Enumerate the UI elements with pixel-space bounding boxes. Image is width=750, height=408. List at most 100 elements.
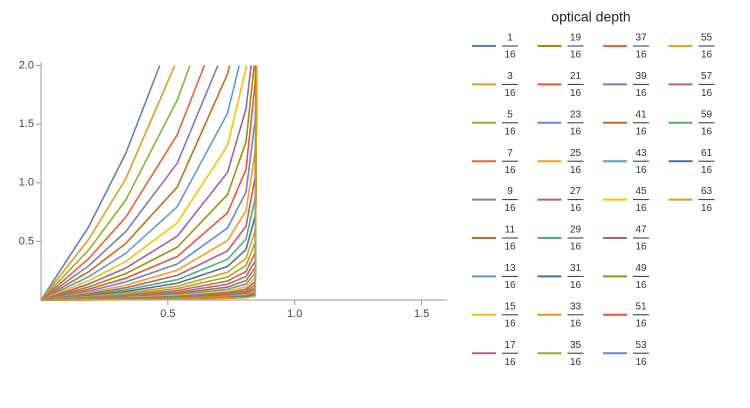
legend-numerator: 13: [504, 263, 516, 274]
legend-denominator: 16: [701, 50, 713, 61]
legend-denominator: 16: [635, 203, 647, 214]
x-tick-label: 0.5: [160, 308, 175, 320]
legend-denominator: 16: [570, 242, 582, 253]
legend-denominator: 16: [570, 318, 582, 329]
legend-numerator: 21: [570, 71, 582, 82]
legend-numerator: 23: [570, 109, 582, 120]
legend-denominator: 16: [504, 165, 516, 176]
series-line: [40, 65, 231, 301]
series-line: [40, 65, 252, 301]
series-line: [40, 65, 219, 301]
legend-denominator: 16: [504, 357, 516, 368]
legend-denominator: 16: [504, 126, 516, 137]
legend-numerator: 15: [504, 301, 516, 312]
legend-numerator: 9: [507, 186, 513, 197]
legend-denominator: 16: [570, 203, 582, 214]
legend-numerator: 29: [570, 225, 582, 236]
x-tick-label: 1.0: [287, 308, 302, 320]
series-line: [40, 65, 176, 301]
series-line: [40, 65, 258, 301]
series-line: [40, 65, 258, 301]
series-line: [40, 65, 258, 301]
legend-denominator: 16: [635, 88, 647, 99]
y-tick-label: 1.0: [19, 177, 34, 189]
series-line: [40, 65, 258, 301]
series-line: [40, 65, 258, 301]
legend-numerator: 3: [507, 71, 513, 82]
series-line: [40, 65, 258, 301]
legend-denominator: 16: [570, 280, 582, 291]
series-line: [40, 65, 240, 301]
legend-denominator: 16: [504, 242, 516, 253]
legend-denominator: 16: [504, 318, 516, 329]
legend-denominator: 16: [635, 318, 647, 329]
legend-numerator: 51: [635, 301, 647, 312]
legend-denominator: 16: [635, 165, 647, 176]
legend-denominator: 16: [635, 242, 647, 253]
series-line: [40, 65, 257, 301]
legend-numerator: 41: [635, 109, 647, 120]
x-tick-label: 1.5: [414, 308, 429, 320]
legend-numerator: 47: [635, 225, 647, 236]
legend-denominator: 16: [570, 88, 582, 99]
legend-numerator: 45: [635, 186, 647, 197]
legend-denominator: 16: [570, 165, 582, 176]
y-tick-label: 2.0: [19, 59, 34, 71]
legend-denominator: 16: [504, 203, 516, 214]
series-line: [40, 65, 258, 301]
legend-numerator: 31: [570, 263, 582, 274]
legend-denominator: 16: [635, 126, 647, 137]
legend-denominator: 16: [570, 357, 582, 368]
legend-denominator: 16: [570, 50, 582, 61]
series-line: [40, 65, 248, 301]
series-line: [40, 65, 255, 301]
y-tick-label: 1.5: [19, 118, 34, 130]
legend-denominator: 16: [701, 126, 713, 137]
series-line: [40, 65, 258, 301]
legend-numerator: 27: [570, 186, 582, 197]
series-line: [40, 65, 161, 301]
series-line: [40, 65, 206, 301]
series-line: [40, 65, 258, 301]
series-line: [40, 65, 258, 301]
legend-numerator: 57: [701, 71, 713, 82]
series-line: [40, 65, 258, 301]
legend-numerator: 19: [570, 33, 582, 44]
series-line: [40, 65, 258, 301]
legend-numerator: 5: [507, 109, 513, 120]
legend-denominator: 16: [635, 357, 647, 368]
legend-numerator: 33: [570, 301, 582, 312]
legend-title: optical depth: [551, 9, 630, 25]
legend-denominator: 16: [701, 203, 713, 214]
legend-denominator: 16: [635, 50, 647, 61]
series-line: [40, 65, 258, 301]
series-line: [40, 65, 258, 301]
series-line: [40, 65, 258, 301]
legend-denominator: 16: [701, 165, 713, 176]
legend-denominator: 16: [570, 126, 582, 137]
legend-numerator: 25: [570, 148, 582, 159]
legend-numerator: 61: [701, 148, 713, 159]
legend-numerator: 49: [635, 263, 647, 274]
legend-numerator: 63: [701, 186, 713, 197]
series-line: [40, 65, 258, 301]
legend-denominator: 16: [635, 280, 647, 291]
legend-numerator: 11: [505, 225, 516, 236]
legend-denominator: 16: [504, 50, 516, 61]
legend-numerator: 37: [635, 33, 647, 44]
legend-numerator: 35: [570, 340, 582, 351]
legend-denominator: 16: [504, 280, 516, 291]
legend-numerator: 55: [701, 33, 713, 44]
series-line: [40, 65, 258, 301]
series-line: [40, 65, 258, 301]
legend-numerator: 39: [635, 71, 647, 82]
series-line: [40, 65, 258, 301]
legend-numerator: 17: [504, 340, 516, 351]
series-line: [40, 65, 258, 301]
series-line: [40, 65, 191, 301]
legend-numerator: 53: [635, 340, 647, 351]
legend-denominator: 16: [701, 88, 713, 99]
legend-numerator: 7: [507, 148, 513, 159]
legend-numerator: 1: [507, 33, 513, 44]
